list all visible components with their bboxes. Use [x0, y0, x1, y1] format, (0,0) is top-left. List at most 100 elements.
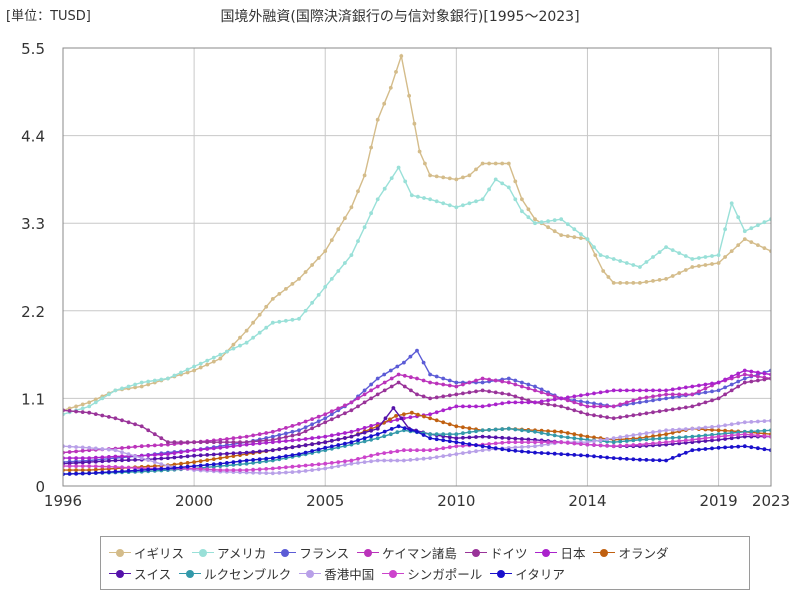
data-point — [756, 429, 760, 433]
data-point — [192, 368, 197, 373]
data-point — [369, 424, 373, 428]
data-point — [565, 234, 570, 239]
data-point — [172, 466, 177, 470]
data-point — [592, 245, 596, 250]
data-point — [382, 101, 387, 106]
data-point — [506, 436, 511, 441]
data-point — [716, 388, 721, 393]
data-point — [238, 462, 242, 467]
data-point — [710, 432, 714, 437]
data-point — [651, 434, 655, 439]
data-point — [100, 459, 105, 464]
data-point — [520, 400, 524, 405]
data-point — [690, 426, 695, 431]
data-point — [480, 380, 485, 385]
data-point — [284, 431, 288, 436]
data-point — [461, 404, 465, 409]
data-point — [211, 452, 216, 457]
data-point — [447, 406, 452, 411]
data-point — [776, 368, 780, 372]
data-point — [447, 176, 452, 181]
data-point — [520, 197, 524, 202]
data-point — [447, 432, 452, 437]
data-point — [789, 370, 793, 374]
data-point — [369, 459, 373, 464]
data-point — [192, 364, 197, 369]
data-point — [316, 447, 321, 452]
data-point — [447, 453, 452, 457]
data-point — [454, 404, 459, 409]
data-point — [434, 199, 439, 204]
data-point — [192, 453, 197, 458]
data-point — [592, 435, 596, 440]
data-point — [382, 429, 387, 434]
data-point — [677, 251, 682, 256]
data-point — [539, 443, 544, 448]
data-point — [211, 440, 216, 445]
data-point — [74, 456, 78, 460]
data-point — [487, 428, 491, 432]
data-point — [244, 461, 249, 466]
data-point — [526, 382, 531, 387]
data-point — [533, 221, 537, 226]
data-point — [74, 464, 78, 468]
data-point — [683, 405, 688, 410]
data-point — [67, 461, 72, 466]
data-point — [133, 385, 138, 390]
data-point — [579, 232, 583, 237]
data-point — [789, 380, 793, 384]
data-point — [762, 419, 767, 423]
data-point — [487, 442, 491, 446]
data-point — [664, 432, 668, 437]
legend-marker-icon — [109, 548, 131, 558]
data-point — [362, 400, 367, 405]
data-point — [559, 233, 564, 238]
data-point — [559, 434, 564, 439]
data-point — [624, 443, 629, 448]
data-point — [205, 463, 210, 467]
data-point — [166, 440, 170, 445]
data-point — [441, 420, 446, 425]
data-point — [303, 437, 308, 441]
data-point — [369, 437, 373, 442]
data-point — [257, 312, 262, 317]
data-point — [690, 448, 695, 453]
legend-marker-icon — [490, 569, 513, 579]
data-point — [198, 467, 203, 471]
data-point — [723, 434, 727, 438]
data-point — [579, 393, 583, 398]
data-point — [447, 435, 452, 440]
data-point — [513, 179, 518, 184]
data-point — [185, 461, 190, 465]
data-point — [683, 385, 688, 390]
data-point — [349, 429, 354, 434]
data-point — [467, 173, 472, 178]
data-point — [251, 467, 256, 472]
data-point — [670, 387, 675, 392]
data-point — [736, 432, 741, 437]
data-point — [539, 387, 544, 392]
data-point — [539, 399, 544, 404]
data-point — [277, 447, 282, 452]
data-point — [657, 409, 662, 414]
data-point — [356, 404, 360, 409]
data-point — [323, 466, 328, 471]
data-point — [179, 455, 183, 459]
data-point — [297, 432, 301, 437]
data-point — [277, 433, 282, 437]
data-point — [113, 388, 118, 393]
data-point — [697, 434, 701, 438]
data-point — [310, 468, 314, 472]
data-point — [789, 366, 793, 370]
chart-title: 国境外融資(国際決済銀行の与信対象銀行)[1995～2023] — [220, 9, 580, 25]
x-tick-label: 2014 — [568, 492, 606, 510]
data-point — [87, 404, 92, 409]
data-point — [100, 470, 105, 475]
data-point — [631, 457, 636, 462]
data-point — [493, 402, 498, 407]
data-point — [520, 396, 524, 401]
data-point — [513, 436, 518, 441]
data-point — [375, 117, 380, 122]
data-point — [225, 440, 229, 445]
data-point — [362, 426, 367, 430]
